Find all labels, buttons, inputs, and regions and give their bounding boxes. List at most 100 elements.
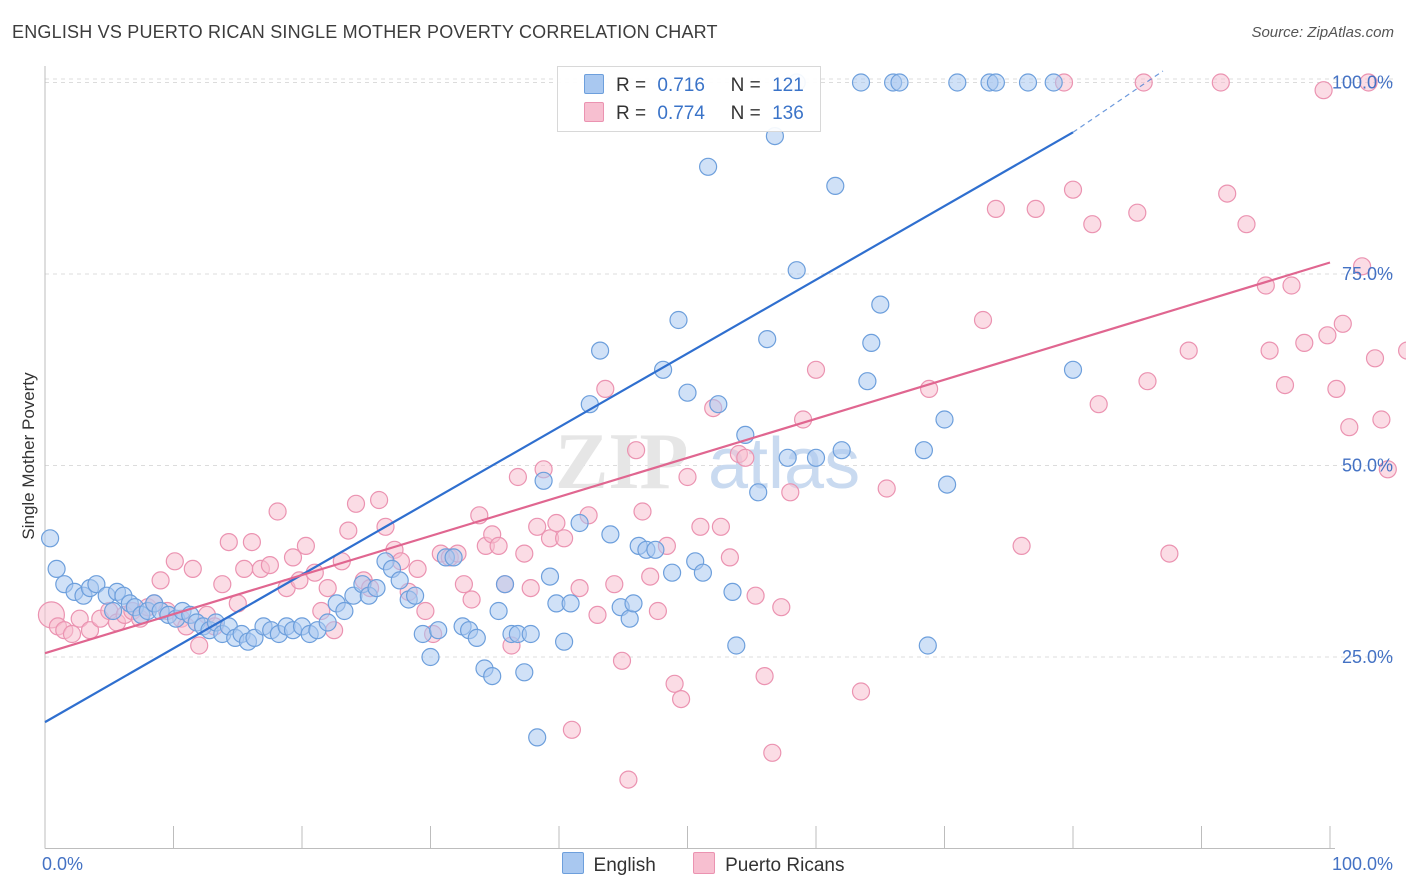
english-trend-extension (1072, 70, 1164, 133)
pr-point (1282, 276, 1301, 295)
pr-point (489, 536, 508, 556)
english-point (1063, 360, 1083, 379)
english-point (40, 529, 60, 548)
english-point (778, 448, 797, 467)
pr-point (346, 494, 366, 513)
english-point (787, 261, 806, 280)
pr-point (1398, 341, 1406, 360)
legend-item-puerto-ricans: Puerto Ricans (693, 852, 844, 877)
pr-point (515, 544, 534, 563)
pr-point (1333, 314, 1352, 333)
pr-point (70, 609, 89, 628)
stats-row-english: R = 0.716 N = 121 (584, 74, 804, 98)
english-point (429, 621, 448, 640)
pr-point (1340, 418, 1359, 437)
english-point (669, 310, 688, 330)
english-point (515, 663, 534, 682)
english-point (528, 728, 547, 747)
pr-point (806, 360, 826, 379)
pr-r-label: R = (616, 103, 647, 124)
pr-point (711, 517, 731, 536)
pr-point (1365, 349, 1385, 368)
source-label: Source: ZipAtlas.com (1251, 24, 1394, 41)
pr-point (339, 521, 358, 540)
series-puerto-ricans-points (37, 73, 1406, 789)
english-point (413, 624, 432, 644)
pr-point (1359, 73, 1378, 92)
y-tick-label: 100.0% (1332, 73, 1393, 93)
axis-layer (44, 66, 1335, 849)
english-point (467, 628, 486, 648)
pr-point (151, 571, 170, 590)
english-point (335, 601, 354, 621)
pr-point (213, 575, 232, 594)
pr-point (370, 490, 389, 510)
pr-point (986, 199, 1006, 218)
pr-point (268, 502, 287, 521)
english-point (914, 441, 934, 460)
english-point (87, 575, 106, 594)
tick-labels: 25.0% 50.0% 75.0% 100.0% 0.0% 100.0% (42, 73, 1393, 875)
pr-point (570, 578, 589, 598)
x-tick-label: 0.0% (42, 854, 83, 874)
english-n-value: 121 (772, 75, 804, 96)
pr-point (242, 532, 261, 552)
pr-point (235, 559, 254, 579)
english-point (727, 636, 746, 655)
legend-puerto-ricans-swatch (693, 852, 716, 874)
english-point (806, 448, 826, 467)
pr-point (1012, 536, 1031, 556)
english-point (662, 563, 682, 582)
english-point (851, 73, 871, 92)
english-point (935, 410, 954, 429)
pr-n-label: N = (730, 103, 761, 124)
pr-point (877, 479, 896, 498)
pr-point (462, 590, 481, 609)
english-point (495, 575, 515, 594)
english-point (570, 513, 589, 533)
english-trend-line (44, 131, 1074, 724)
english-n-label: N = (730, 75, 761, 96)
stats-row-puerto-ricans: R = 0.774 N = 136 (584, 102, 804, 126)
english-point (590, 341, 610, 360)
pr-point (1218, 184, 1237, 203)
english-point (601, 525, 620, 544)
pr-point (1295, 333, 1314, 352)
english-point (698, 157, 718, 176)
puerto-ricans-swatch (584, 102, 604, 122)
pr-point (691, 517, 710, 536)
pr-point (851, 682, 871, 701)
english-point (709, 395, 728, 414)
trend-lines (44, 70, 1331, 724)
chart-title: ENGLISH VS PUERTO RICAN SINGLE MOTHER PO… (12, 22, 718, 42)
pr-point (1275, 376, 1295, 395)
english-point (918, 636, 937, 655)
pr-point (62, 624, 82, 644)
pr-point (1138, 372, 1157, 391)
pr-point (1160, 544, 1179, 563)
legend-english-label: English (593, 855, 656, 876)
english-point (678, 383, 697, 402)
pr-point (1211, 73, 1230, 92)
english-point (862, 333, 881, 352)
pr-point (1378, 460, 1397, 479)
y-tick-label: 50.0% (1342, 456, 1393, 476)
pr-point (554, 529, 574, 548)
pr-point (641, 567, 660, 586)
english-point (723, 582, 742, 602)
pr-point (1260, 341, 1279, 360)
pr-point (633, 502, 652, 521)
pr-point (190, 636, 209, 655)
pr-n-value: 136 (772, 103, 804, 124)
pr-point (678, 467, 697, 487)
english-point (483, 666, 502, 686)
pr-point (588, 605, 607, 625)
pr-point (219, 532, 238, 552)
pr-point (1327, 379, 1346, 398)
english-point (367, 578, 386, 598)
english-point (758, 330, 777, 349)
pr-point (665, 674, 684, 693)
english-point (749, 483, 768, 502)
english-point (646, 540, 665, 559)
pr-point (1134, 73, 1153, 92)
